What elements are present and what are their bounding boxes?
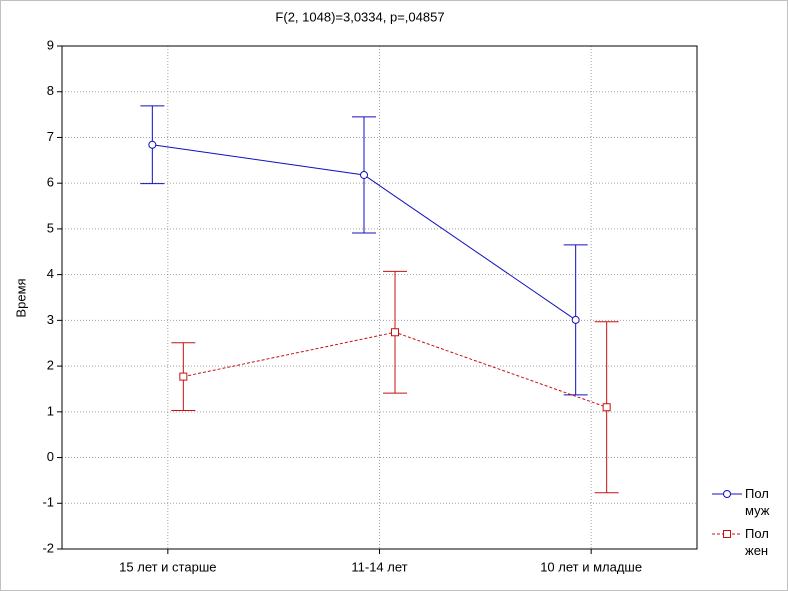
y-axis-label: Время — [13, 278, 28, 317]
y-tick-label: 0 — [47, 449, 54, 464]
y-tick-label: 9 — [47, 37, 54, 52]
chart-title: F(2, 1048)=3,0334, p=,04857 — [275, 9, 444, 24]
marker — [571, 315, 580, 324]
y-tick-label: 4 — [47, 266, 54, 281]
legend-marker — [723, 490, 731, 498]
marker — [360, 170, 368, 179]
x-tick-label: 11-14 лет — [351, 559, 407, 574]
marker — [179, 372, 188, 381]
legend-label: Пол жен — [745, 526, 769, 558]
y-tick-label: 6 — [47, 175, 54, 190]
legend-marker — [723, 530, 731, 538]
marker — [391, 328, 399, 337]
y-tick-label: -1 — [42, 495, 54, 510]
x-tick-label: 15 лет и старше — [119, 559, 216, 574]
y-tick-label: 8 — [47, 83, 54, 98]
y-tick-label: -2 — [42, 540, 54, 555]
y-tick-label: 7 — [47, 129, 54, 144]
y-tick-label: 5 — [47, 220, 54, 235]
y-tick-label: 3 — [47, 312, 54, 327]
plot-area — [61, 45, 698, 550]
marker — [602, 403, 611, 412]
legend-label: Пол муж — [745, 486, 770, 518]
y-tick-label: 1 — [47, 403, 54, 418]
y-tick-label: 2 — [47, 358, 54, 373]
x-tick-label: 10 лет и младше — [540, 559, 642, 574]
marker — [148, 140, 157, 149]
